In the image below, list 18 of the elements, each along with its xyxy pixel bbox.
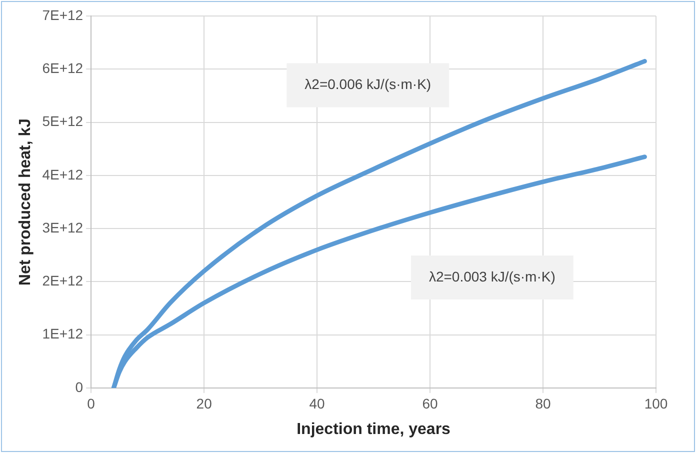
annotation: λ2=0.003 kJ/(s·m·K): [428, 268, 556, 284]
y-tick-label: 4E+12: [42, 166, 84, 182]
y-tick-label: 5E+12: [42, 113, 84, 130]
x-tick-label: 20: [196, 395, 212, 412]
y-tick-label: 6E+12: [42, 60, 84, 76]
y-tick-label: 3E+12: [42, 219, 84, 236]
y-tick-label: 2E+12: [42, 272, 84, 289]
x-tick-label: 100: [644, 395, 668, 412]
x-tick-label: 60: [422, 395, 438, 412]
x-tick-label: 40: [309, 395, 326, 412]
x-tick-label: 80: [535, 395, 552, 412]
y-tick-label: 1E+12: [42, 326, 84, 342]
annotation: λ2=0.006 kJ/(s·m·K): [304, 76, 432, 92]
x-tick-label: 0: [87, 395, 96, 412]
x-axis-title: Injection time, years: [296, 420, 451, 438]
y-tick-label: 7E+12: [42, 6, 84, 23]
y-tick-label: 0: [75, 378, 84, 395]
y-axis-title: Net produced heat, kJ: [17, 118, 34, 286]
